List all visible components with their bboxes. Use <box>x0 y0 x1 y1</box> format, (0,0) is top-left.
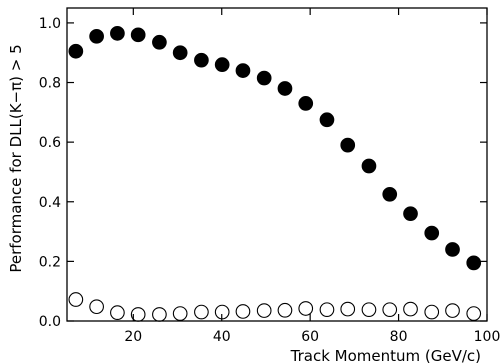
data-point-filled <box>466 255 482 271</box>
data-point-filled <box>235 63 251 78</box>
data-point-open <box>466 306 482 321</box>
series-1 <box>68 292 482 322</box>
data-point-open <box>110 305 125 321</box>
data-point-open <box>340 301 356 317</box>
y-tick-label: 0.0 <box>39 314 61 330</box>
data-point-open <box>172 306 188 321</box>
y-tick-label: 0.4 <box>39 195 61 211</box>
data-point-open <box>361 302 377 318</box>
data-point-open <box>403 301 418 317</box>
plot-layer <box>68 25 482 322</box>
x-tick-label: 100 <box>474 329 501 345</box>
data-point-open <box>256 303 272 318</box>
data-point-filled <box>89 28 104 44</box>
data-point-open <box>319 302 335 318</box>
data-point-filled <box>361 158 377 174</box>
data-point-open <box>424 304 440 320</box>
data-point-open <box>445 303 460 318</box>
data-point-open <box>298 301 314 316</box>
data-point-open <box>89 299 104 315</box>
x-tick-label: 80 <box>390 329 408 345</box>
data-point-open <box>152 307 167 322</box>
data-point-filled <box>152 34 167 50</box>
ticks-layer: 20 40 60 80 100 0.0 0.2 0.4 0.6 0.8 1.0 <box>39 8 501 345</box>
data-point-filled <box>319 112 335 128</box>
x-tick-label: 60 <box>301 329 319 345</box>
data-point-filled <box>194 52 209 68</box>
y-tick-label: 1.0 <box>39 16 61 32</box>
plot-frame <box>66 7 488 322</box>
data-point-filled <box>424 225 440 241</box>
x-tick-label: 20 <box>124 329 142 345</box>
data-point-filled <box>382 186 398 202</box>
data-point-open <box>194 304 209 320</box>
y-tick-label: 0.8 <box>39 76 61 92</box>
data-point-filled <box>445 242 460 257</box>
data-point-filled <box>403 206 418 222</box>
y-tick-label: 0.2 <box>39 254 61 270</box>
data-point-filled <box>277 81 293 96</box>
y-axis-label: Performance for DLL(K−π) > 5 <box>7 44 25 272</box>
x-tick-label: 40 <box>213 329 231 345</box>
data-point-filled <box>214 57 230 72</box>
data-point-filled <box>172 45 188 61</box>
data-point-open <box>235 304 251 319</box>
x-axis-label: Track Momentum (GeV/c) <box>290 347 481 364</box>
data-point-filled <box>68 43 84 59</box>
data-point-filled <box>298 96 314 111</box>
series-0 <box>68 25 482 271</box>
data-point-filled <box>110 25 125 41</box>
data-point-open <box>382 302 398 318</box>
data-point-open <box>68 292 84 307</box>
data-point-open <box>277 302 293 318</box>
data-point-filled <box>130 27 146 43</box>
data-point-filled <box>256 70 272 86</box>
data-point-filled <box>340 137 356 153</box>
y-tick-label: 0.6 <box>39 135 61 151</box>
